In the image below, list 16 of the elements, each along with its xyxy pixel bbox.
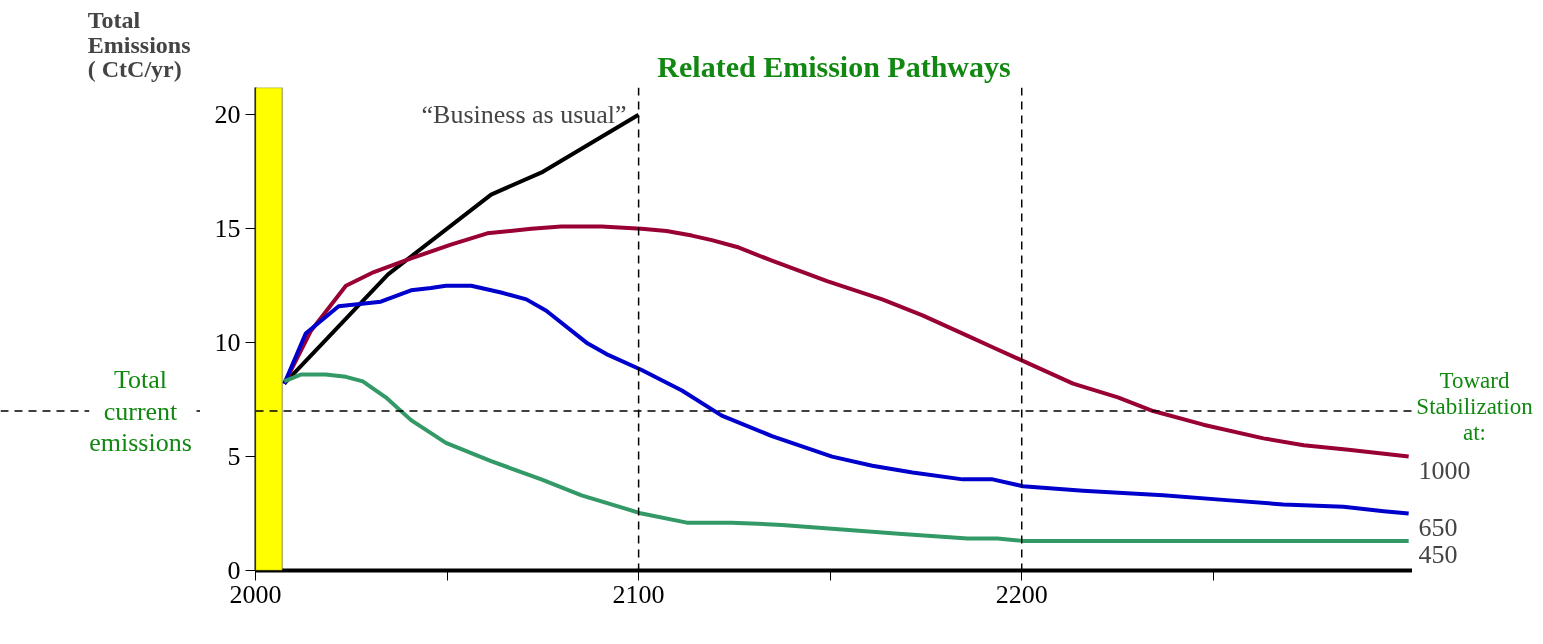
y-tick-label: 5 [227,442,241,472]
series-label: 450 [1418,540,1458,570]
line-series [282,283,1411,516]
y-axis-title: Total Emissions ( CtC/yr) [87,7,191,83]
line-series [282,372,1411,543]
series-label: 1000 [1418,456,1471,486]
text: Toward Stabilization at: [1416,367,1534,446]
series-label: 650 [1418,513,1458,543]
y-tick-label: 10 [214,328,241,358]
chart-title: Related Emission Pathways [657,49,1011,83]
ref-line-label: Total current emissions [89,364,192,458]
series-label: “Business as usual” [421,100,627,130]
y-tick-label: 15 [214,214,241,244]
x-tick-label: 2100 [612,579,665,609]
y-tick-label: 20 [214,100,241,130]
x-tick-label: 2200 [995,579,1048,609]
